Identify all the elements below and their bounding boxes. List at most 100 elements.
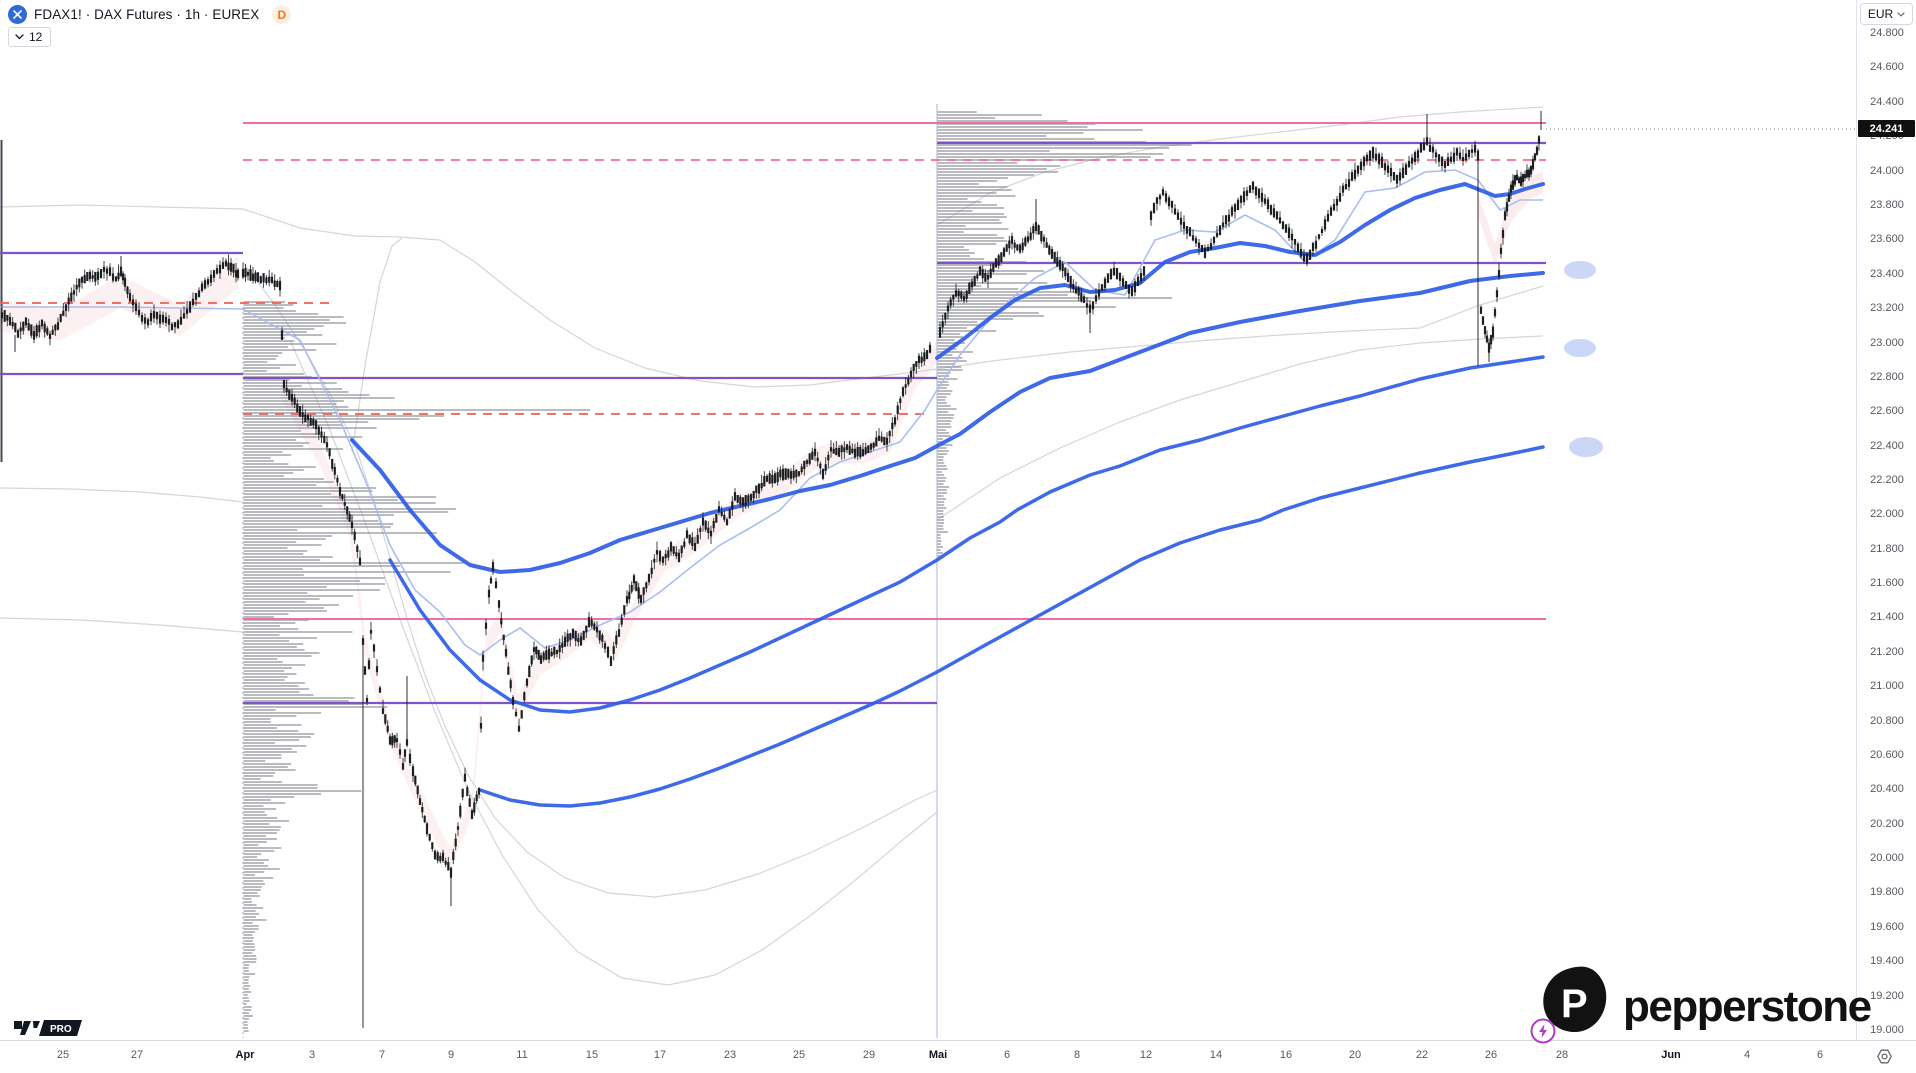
time-axis-label: Apr [235,1049,255,1061]
envelope-line [289,339,938,986]
tradingview-pro-icon: PRO [14,1020,82,1036]
legend-row-2: 12 [8,27,52,47]
envelope-line [242,261,938,898]
close-icon[interactable] [8,5,27,24]
pro-label-svg: PRO [50,1024,72,1035]
indicator-count: 12 [29,30,43,44]
time-axis-label: 12 [1139,1049,1153,1061]
price-axis-label: 21.400 [1870,611,1904,623]
price-axis-label: 22.200 [1870,474,1904,486]
time-axis-label: 7 [378,1049,386,1061]
trend-ribbon [1478,171,1543,266]
time-axis-label: 28 [1555,1049,1569,1061]
thin-ma-line [0,169,1543,656]
price-axis-label: 21.200 [1870,646,1904,658]
price-axis-label: 21.800 [1870,543,1904,555]
pepperstone-wordmark: pepperstone [1623,982,1872,1031]
ma-line-fast-ma [935,182,1545,360]
symbol-title[interactable]: FDAX1! · DAX Futures · 1h · EUREX [34,7,260,22]
candle-wicks [1,133,1540,876]
volume-profile [937,111,1192,557]
time-axis-label: 27 [130,1049,144,1061]
price-axis-label: 19.200 [1870,990,1904,1002]
time-axis-label: 11 [516,1049,528,1061]
instant-trading-button[interactable] [1529,1017,1557,1045]
price-axis-label: 23.000 [1870,337,1904,349]
x-glyph [13,10,22,19]
price-axis-label: 23.200 [1870,302,1904,314]
candle-bodies [0,136,1541,878]
pepperstone-letter: P [1561,982,1588,1026]
envelope-line [0,204,1544,388]
price-axis-label: 20.800 [1870,715,1904,727]
lightning-icon [1530,1018,1556,1044]
time-axis-label: 23 [723,1049,737,1061]
time-axis-label: 4 [1743,1049,1751,1061]
price-axis-label: 19.400 [1870,955,1904,967]
time-axis-label: 26 [1484,1049,1498,1061]
interval-d-badge[interactable]: D [272,5,292,24]
envelope-line [936,335,1544,521]
price-axis-label: 24.400 [1870,96,1904,108]
currency-button[interactable]: EUR [1860,3,1913,25]
highlight-ellipse [1564,261,1596,279]
highlight-ellipse [1564,339,1596,357]
ma-line-ma-2 [388,355,1545,714]
chart-legend: FDAX1! · DAX Futures · 1h · EUREX D [8,5,292,24]
axis-settings-button[interactable] [1872,1044,1896,1068]
time-axis-label: 25 [56,1049,70,1061]
chevron-down-icon [1897,11,1905,17]
price-axis-label: 21.600 [1870,577,1904,589]
trend-ribbon [0,256,238,341]
gear-icon [1876,1049,1892,1063]
price-axis-label: 23.800 [1870,199,1904,211]
time-axis-label: 22 [1415,1049,1429,1061]
price-axis-label: 20.000 [1870,852,1904,864]
price-axis-label: 21.000 [1870,680,1904,692]
time-axis-label: 17 [653,1049,667,1061]
time-axis-label: 16 [1279,1049,1293,1061]
price-axis-label: 20.200 [1870,818,1904,830]
price-axis-label: 24.600 [1870,61,1904,73]
tradingview-logo[interactable]: PRO [14,1018,86,1038]
ma-line-ma-1 [350,271,1545,574]
envelope-line [351,237,403,453]
price-axis-label: 20.600 [1870,749,1904,761]
time-axis-label: 8 [1073,1049,1081,1061]
price-axis-label: 22.000 [1870,508,1904,520]
price-axis-label: 24.000 [1870,165,1904,177]
envelope-line [0,617,244,633]
indicator-collapse-button[interactable]: 12 [8,27,52,47]
chevron-down-icon [15,34,24,40]
envelope-line [936,106,1544,226]
price-axis-label: 19.600 [1870,921,1904,933]
price-axis-label: 23.400 [1870,268,1904,280]
currency-label: EUR [1867,7,1894,21]
price-axis-label: 19.000 [1870,1024,1904,1036]
time-axis-label: Jun [1661,1049,1681,1061]
time-axis-label: 6 [1003,1049,1011,1061]
candle-spikes [14,111,1542,1028]
time-axis-label: 9 [447,1049,455,1061]
time-axis-label: 20 [1348,1049,1362,1061]
trend-ribbon [282,341,937,869]
ma-line-ma-3 [478,445,1545,808]
pepperstone-mark-icon: P [1543,966,1607,1033]
highlight-ellipse [1569,437,1603,457]
time-axis[interactable]: 25 27 Apr 3 7 9 11 15 17 23 25 29 Mai 6 8 12 14 16 20 22 26 2… [0,1040,1916,1073]
price-axis-label: 22.400 [1870,440,1904,452]
pepperstone-logo[interactable]: P pepperstone [1537,966,1872,1040]
price-axis-label: 22.600 [1870,405,1904,417]
time-axis-label: 6 [1816,1049,1824,1061]
time-axis-label: 15 [585,1049,599,1061]
price-axis-label: 23.600 [1870,233,1904,245]
time-axis-label: 14 [1209,1049,1223,1061]
price-axis-label: 20.400 [1870,783,1904,795]
price-axis[interactable]: EUR 24.80024.60024.40024.20024.00023.800… [1856,0,1916,1040]
time-axis-label: 3 [308,1049,316,1061]
price-axis-label: 24.800 [1870,27,1904,39]
time-axis-label: 29 [862,1049,876,1061]
price-axis-label: 22.800 [1870,371,1904,383]
